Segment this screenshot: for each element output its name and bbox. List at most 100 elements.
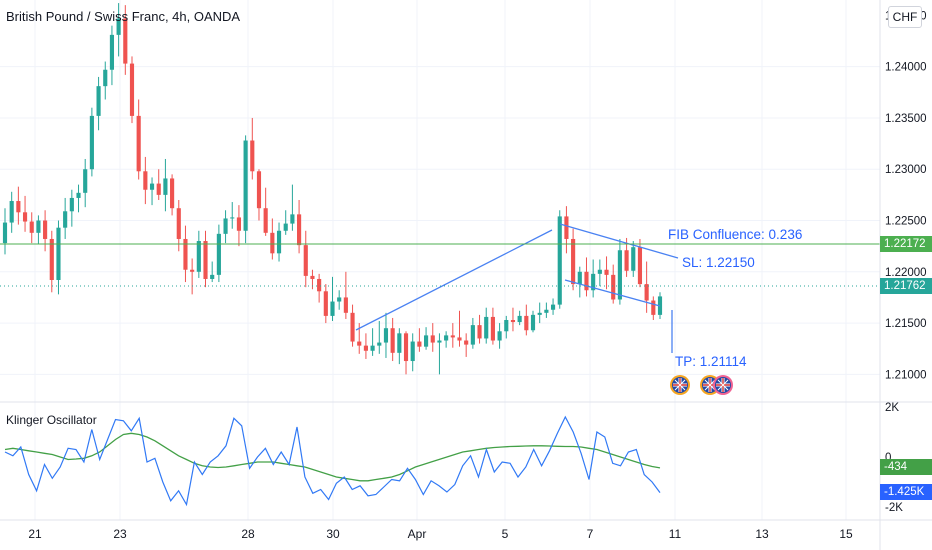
candle-body — [530, 314, 536, 331]
candle-body — [22, 212, 28, 222]
candle-body — [564, 216, 569, 239]
candle-body — [149, 183, 155, 190]
candle-body — [410, 341, 415, 362]
candle-body — [403, 333, 409, 362]
candle-body — [644, 284, 649, 301]
x-tick-label: 15 — [839, 527, 853, 541]
candle-body — [43, 220, 48, 239]
candle-body — [617, 250, 622, 300]
x-tick-label: 21 — [28, 527, 42, 541]
candle-body — [49, 238, 54, 280]
trendlines — [355, 223, 679, 353]
x-tick-label: 7 — [587, 527, 594, 541]
candle-body — [203, 241, 208, 279]
candle-body — [604, 269, 609, 275]
candle-body — [230, 217, 235, 219]
candle-body — [136, 115, 141, 172]
candle-body — [96, 86, 101, 116]
candle-body — [444, 335, 449, 341]
candle-body — [611, 274, 616, 300]
y-tick-label: 1.22000 — [885, 267, 927, 279]
candle-body — [330, 301, 335, 316]
candle-body — [170, 178, 175, 209]
flag-lower-line — [564, 279, 661, 307]
candle-body — [116, 18, 121, 35]
candle-body — [343, 297, 348, 313]
fib-annotation: FIB Confluence: 0.236 — [668, 227, 802, 242]
candle-body — [504, 320, 509, 332]
fib-price-label: 1.22172 — [880, 236, 932, 252]
x-tick-label: 5 — [502, 527, 509, 541]
horizontal-lines — [0, 243, 880, 287]
x-tick-label: 28 — [241, 527, 255, 541]
candle-body — [437, 340, 442, 343]
candle-body — [497, 331, 502, 341]
candle-body — [297, 214, 302, 246]
candle-body — [76, 192, 81, 198]
candle-body — [363, 345, 368, 351]
y-tick-label: -2K — [885, 502, 903, 514]
candle-body — [517, 315, 522, 323]
candle-body — [537, 312, 542, 315]
oscillator — [4, 415, 661, 507]
x-tick-label: 30 — [326, 527, 340, 541]
chart-title: British Pound / Swiss Franc, 4h, OANDA — [6, 9, 241, 24]
uk-flag-icon[interactable] — [670, 375, 690, 395]
candle-body — [36, 220, 41, 233]
x-axis-ticks[interactable]: 21 23 28 30 Apr 5 7 11 13 15 — [28, 527, 853, 541]
candle-body — [29, 221, 34, 233]
y-tick-label: 1.21000 — [885, 369, 927, 381]
sl-annotation: SL: 1.22150 — [682, 255, 755, 270]
candle-body — [470, 325, 475, 345]
candle-body — [290, 214, 295, 224]
uk-flag-icon[interactable] — [713, 375, 733, 395]
candle-body — [637, 247, 643, 285]
candle-body — [484, 316, 489, 339]
candle-body — [457, 337, 462, 341]
currency-button[interactable]: CHF — [888, 6, 922, 28]
candles — [2, 3, 663, 375]
y-tick-label: 0 — [885, 452, 891, 464]
x-tick-label: 13 — [755, 527, 769, 541]
grid-lines — [0, 0, 880, 520]
candle-body — [577, 271, 582, 285]
candle-body — [223, 218, 228, 234]
candle-body — [250, 140, 255, 172]
oscillator-value-label: -1.425K — [880, 484, 932, 500]
y-axis-ticks[interactable]: 1.24000 1.23500 1.23000 1.22500 1.22000 1.215… — [885, 10, 927, 514]
candle-body — [156, 183, 161, 195]
candle-body — [243, 140, 248, 231]
candle-body — [56, 227, 61, 280]
y-tick-label: 1.23000 — [885, 164, 927, 176]
candle-body — [357, 341, 362, 346]
candle-body — [89, 115, 94, 170]
candle-body — [383, 328, 389, 343]
candle-body — [16, 201, 21, 213]
candle-body — [370, 345, 375, 351]
x-tick-label: 23 — [113, 527, 127, 541]
candle-body — [270, 232, 275, 254]
candle-body — [350, 312, 355, 342]
candle-body — [283, 223, 288, 231]
last-price-label: 1.21762 — [880, 278, 932, 294]
candle-body — [337, 297, 342, 302]
candle-body — [109, 34, 115, 70]
candle-body — [417, 341, 422, 347]
candle-body — [377, 342, 382, 346]
oscillator-signal-label: -434 — [880, 459, 932, 475]
x-tick-label: 11 — [669, 527, 682, 541]
candle-body — [397, 333, 402, 353]
candle-body — [323, 291, 328, 316]
candle-body — [236, 217, 242, 231]
klinger-line — [4, 415, 661, 507]
candle-body — [183, 238, 188, 270]
y-tick-label: 1.24000 — [885, 62, 927, 74]
candle-body — [477, 325, 482, 339]
candle-body — [524, 315, 529, 331]
candle-body — [490, 316, 495, 341]
candle-body — [317, 278, 322, 292]
candle-body — [129, 63, 135, 116]
candle-body — [69, 197, 74, 212]
candle-body — [2, 222, 8, 244]
